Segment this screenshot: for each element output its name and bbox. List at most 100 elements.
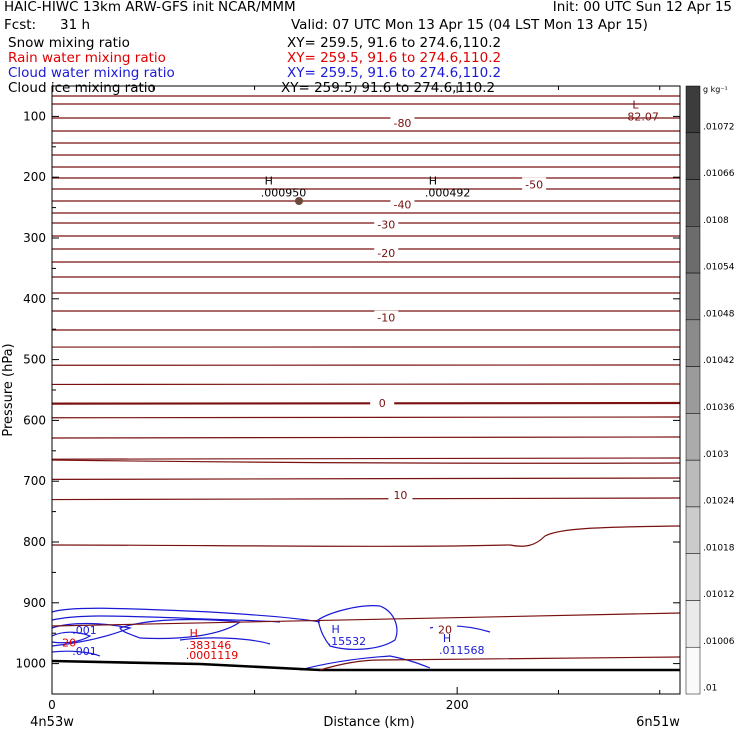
colorbar-units: g kg⁻¹: [703, 85, 728, 94]
forecast-label: Fcst:: [4, 17, 37, 33]
y-tick-label: 1000: [15, 657, 46, 671]
x-axis: 0 200: [48, 86, 661, 712]
field-cloudwater-name: Cloud water mixing ratio: [8, 65, 175, 81]
init-time: Init: 00 UTC Sun 12 Apr 15: [552, 0, 732, 15]
extremum-marker: H: [429, 174, 437, 187]
isotherm-label: -20: [377, 247, 395, 260]
extremum-marker: H: [331, 623, 339, 636]
y-tick-label: 600: [23, 413, 46, 427]
field-cloudice-xy: XY= 259.5, 91.6 to 274.6,110.2: [281, 80, 496, 96]
isotherm-20-line: [51, 612, 681, 627]
cloud-water-contour: [51, 650, 101, 657]
colorbar-swatch: [685, 85, 701, 134]
colorbar-swatch: [685, 600, 701, 648]
colorbar-label: .01024: [703, 497, 735, 507]
isotherm-label-bg: [522, 177, 547, 191]
x-tick-label: 0: [48, 698, 56, 712]
isotherm-label: -50: [525, 178, 543, 191]
y-tick-label: 200: [23, 170, 46, 184]
field-rain-xy: XY= 259.5, 91.6 to 274.6,110.2: [287, 50, 502, 66]
isotherm-label: -80: [393, 117, 411, 130]
cloud-water-contour: [299, 655, 431, 671]
extremum-value: .000950: [261, 186, 307, 199]
y-tick-label: 500: [23, 353, 46, 367]
colorbar-swatch: [685, 413, 701, 461]
x-axis-label: Distance (km): [323, 715, 414, 730]
isotherm-label-bg: [370, 395, 395, 409]
colorbar-label: .0108: [703, 216, 729, 226]
isotherm-label-bg: [374, 246, 399, 260]
extremum-value: .011568: [439, 644, 485, 657]
colorbar-label: .01018: [703, 543, 735, 553]
field-cloudice-name: Cloud ice mixing ratio: [8, 80, 156, 96]
isotherm-label-bg: [374, 217, 399, 231]
isotherm-line: [51, 416, 681, 419]
colorbar-label: .01066: [703, 169, 735, 179]
colorbar-swatch: [685, 459, 701, 508]
colorbar-swatch: [685, 646, 701, 695]
contour-labels: -80-50-40-30-20-1001020L82.07H.000950H.0…: [62, 98, 659, 662]
isotherm-label: 0: [379, 397, 386, 410]
y-axis-label: Pressure (hPa): [1, 343, 16, 436]
terrain-line: [51, 659, 680, 672]
isotherm-label: 10: [393, 489, 407, 502]
colorbar-label: .01006: [703, 637, 735, 647]
forecast-hour: 31 h: [60, 17, 91, 33]
colorbar-label: .0103: [703, 450, 729, 460]
extremum-value: .000492: [425, 186, 471, 199]
extremum-value: .0001119: [186, 649, 239, 662]
valid-time: Valid: 07 UTC Mon 13 Apr 15 (04 LST Mon …: [291, 17, 648, 33]
isotherm-label: -40: [393, 199, 411, 212]
y-tick-label: 900: [23, 596, 46, 610]
cloud-water-contours: [51, 605, 491, 671]
isotherm-label-bg: [388, 488, 413, 502]
colorbar-swatch: [685, 553, 701, 601]
cloud-water-contour: [51, 607, 321, 623]
isotherm-layer: [51, 95, 681, 547]
isotherm-label: -30: [377, 219, 395, 232]
marker-point: [295, 197, 303, 205]
colorbar-swatch: [685, 366, 701, 414]
contour-label: 20: [62, 636, 76, 649]
colorbar-label: .01012: [703, 590, 735, 600]
x-tick-label: 200: [446, 698, 469, 712]
isotherm-label: -10: [377, 312, 395, 325]
cloud-water-contour: [317, 605, 398, 650]
isotherm-label: 20: [438, 624, 452, 637]
isotherm-label-bg: [390, 116, 415, 130]
colorbar-label: .01036: [703, 403, 735, 413]
isotherm-line: [51, 457, 681, 460]
colorbar-swatch: [685, 272, 701, 321]
isotherm-line: [51, 436, 681, 439]
extremum-marker: L: [632, 98, 639, 111]
isotherm-label-bg: [433, 622, 458, 636]
y-tick-label: 700: [23, 474, 46, 488]
cloud-water-contour: [51, 622, 133, 647]
colorbar-label: .01054: [703, 263, 735, 273]
cloud-water-contour: [51, 615, 281, 623]
extremum-value: 82.07: [627, 110, 659, 123]
extremum-value: .15532: [328, 635, 367, 648]
isotherm-line: [51, 401, 681, 405]
plot-title: HAIC-HIWC 13km ARW-GFS init NCAR/MMM: [4, 0, 296, 15]
x-endpoint-right: 6n51w: [636, 715, 680, 730]
extremum-marker: H: [265, 174, 273, 187]
colorbar-swatch: [685, 132, 701, 180]
colorbar-swatch: [685, 506, 701, 554]
cloud-water-contour: [179, 637, 271, 645]
field-cloudwater-xy: XY= 259.5, 91.6 to 274.6,110.2: [287, 65, 502, 81]
isotherm-label-bg: [374, 310, 399, 324]
cloud-water-contour: [119, 618, 242, 640]
extremum-marker: H: [443, 632, 451, 645]
isotherm-line: [51, 525, 681, 547]
x-endpoint-left: 4n53w: [30, 715, 74, 730]
isotherm-line: [51, 497, 681, 501]
colorbar-label: .01072: [703, 122, 735, 132]
contour-label: .001: [72, 624, 97, 637]
colorbar-label: .01042: [703, 356, 735, 366]
colorbar-swatch: [685, 319, 701, 367]
colorbar-swatch: [685, 179, 701, 227]
colorbar-label: .01048: [703, 309, 735, 319]
